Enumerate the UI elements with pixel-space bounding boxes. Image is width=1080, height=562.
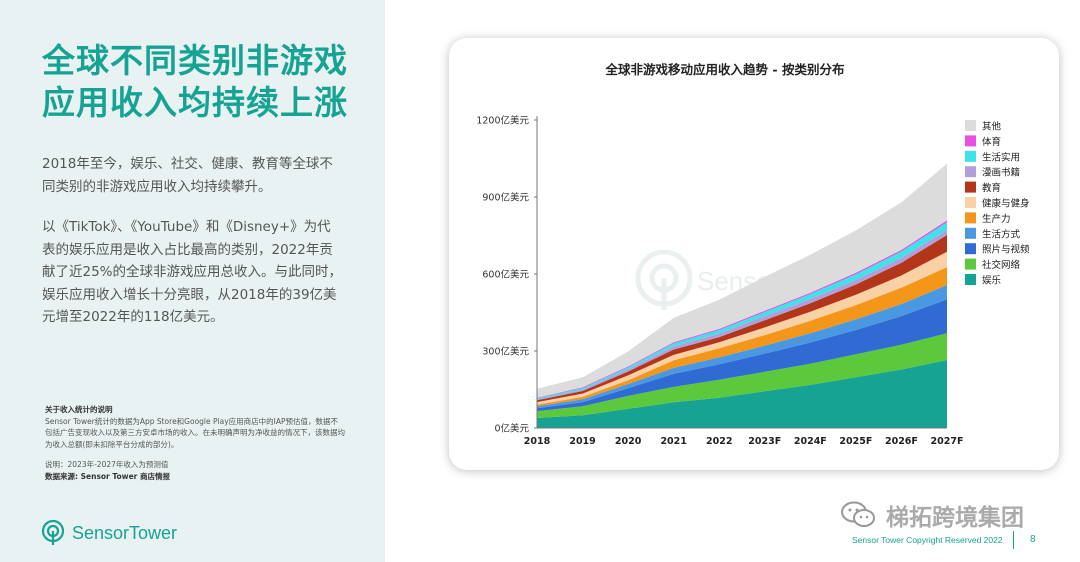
legend-swatch — [965, 135, 976, 147]
area-series-0 — [537, 360, 947, 428]
x-tick-label: 2020 — [615, 436, 642, 447]
y-tick-label: 300亿美元 — [482, 346, 529, 358]
legend-label: 社交网络 — [982, 259, 1021, 271]
legend-swatch — [965, 227, 976, 239]
legend-swatch — [965, 150, 976, 162]
y-tick-label: 900亿美元 — [482, 192, 529, 204]
legend-label: 娱乐 — [982, 275, 1002, 287]
footer-divider — [1013, 531, 1014, 549]
legend-swatch — [965, 243, 976, 255]
summary-paragraph: 2018年至今，娱乐、社交、健康、教育等全球不同类别的非游戏应用收入均持续攀升。 — [42, 156, 333, 195]
legend-swatch — [965, 274, 976, 285]
legend-label: 生活实用 — [982, 151, 1020, 163]
legend-swatch — [965, 197, 976, 208]
note-explain: 说明：2023年-2027年收入为预测值 — [45, 460, 169, 469]
legend-label: 健康与健身 — [982, 198, 1030, 210]
x-tick-label: 2025F — [839, 436, 872, 447]
legend-label: 生产力 — [982, 213, 1011, 225]
legend-swatch — [965, 166, 976, 178]
y-tick-label: 0亿美元 — [494, 423, 529, 435]
headline-line-1: 全球不同类别非游戏 — [42, 41, 348, 80]
legend-label: 其他 — [982, 121, 1002, 133]
wechat-account-name: 梯拓跨境集团 — [886, 505, 1024, 531]
wechat-watermark: 梯拓跨境集团 — [840, 498, 1024, 532]
chart-svg: SensorTower 全球非游戏移动应用收入趋势 - 按类别分布 0亿美元30… — [476, 62, 1030, 448]
x-tick-label: 2019 — [569, 436, 595, 447]
x-tick-label: 2023F — [748, 436, 781, 447]
area-series-1 — [537, 333, 947, 418]
y-tick-label: 1200亿美元 — [476, 115, 529, 127]
legend-label: 漫画书籍 — [982, 167, 1020, 179]
legend-label: 生活方式 — [982, 228, 1021, 240]
wechat-icon — [841, 501, 875, 527]
legend-swatch — [965, 120, 976, 131]
legend-label: 教育 — [982, 182, 1001, 194]
legend-label: 体育 — [982, 136, 1001, 148]
x-tick-label: 2027F — [931, 436, 964, 447]
note-body: Sensor Tower统计的数据为App Store和Google Play应… — [45, 416, 345, 449]
x-tick-label: 2024F — [794, 436, 827, 447]
plot-area: 0亿美元 300亿美元 600亿美元 900亿美元 1200亿美元 2018 2019 202… — [476, 115, 963, 448]
chart-card: SensorTower 全球非游戏移动应用收入趋势 - 按类别分布 0亿美元30… — [449, 38, 1059, 470]
legend-swatch — [965, 258, 976, 270]
legend-swatch — [965, 181, 976, 193]
left-panel: 全球不同类别非游戏 应用收入均持续上涨 2018年至今，娱乐、社交、健康、教育等… — [0, 0, 385, 562]
logo-text: SensorTower — [72, 522, 178, 543]
page-number: 8 — [1030, 534, 1036, 545]
legend-label: 照片与视频 — [982, 244, 1030, 256]
footer-copyright: Sensor Tower Copyright Reserved 2022 — [852, 535, 1003, 545]
x-tick-label: 2018 — [524, 436, 551, 447]
x-tick-label: 2026F — [885, 436, 918, 447]
detail-paragraph: 以《TikTok》、《YouTube》和《Disney+》为代表的娱乐应用是收入… — [42, 219, 343, 325]
notes-block: 关于收入统计的说明 Sensor Tower统计的数据为App Store和Go… — [45, 404, 345, 482]
x-tick-label: 2021 — [660, 436, 686, 447]
headline-line-2: 应用收入均持续上涨 — [42, 83, 348, 122]
legend-swatch — [965, 212, 976, 224]
sensor-tower-logo-icon — [41, 520, 65, 545]
y-tick-label: 600亿美元 — [482, 269, 529, 281]
note-source: 数据来源: Sensor Tower 商店情报 — [45, 471, 170, 481]
x-tick-label: 2022 — [706, 436, 732, 447]
sensor-tower-logo: SensorTower — [40, 520, 177, 546]
chart-title: 全球非游戏移动应用收入趋势 - 按类别分布 — [605, 62, 845, 77]
note-title: 关于收入统计的说明 — [45, 405, 113, 414]
